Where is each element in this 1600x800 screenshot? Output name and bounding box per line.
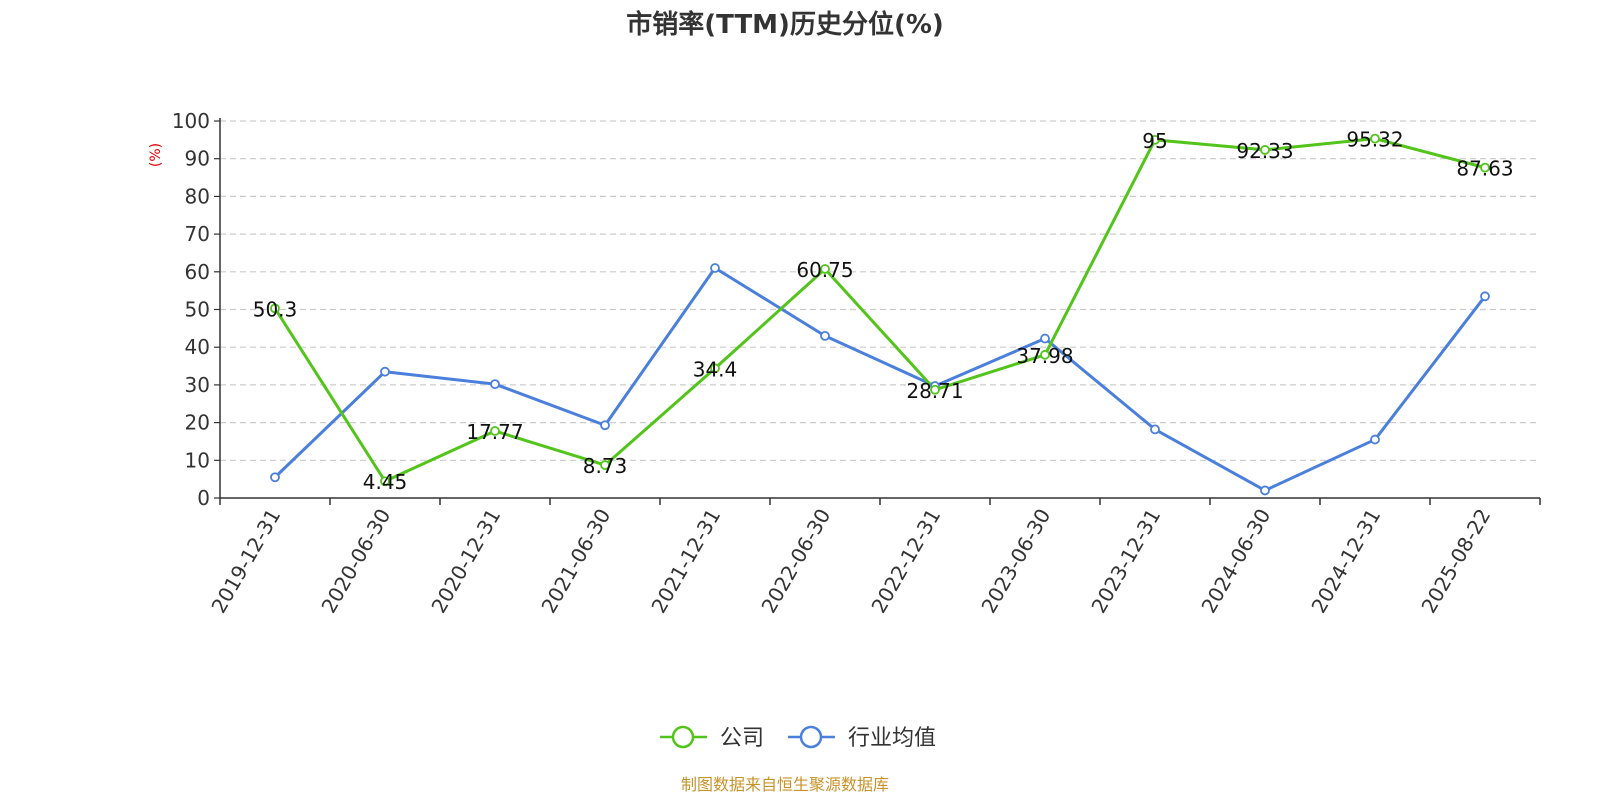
x-tick-label: 2021-12-31 — [646, 505, 725, 618]
data-point[interactable] — [1260, 485, 1270, 496]
x-axis-ticks: 2019-12-31 2020-06-30 2020-12-31 2021-06-30… — [206, 498, 1541, 618]
data-label: 95 — [1142, 129, 1167, 153]
y-tick-label: 20 — [185, 411, 210, 435]
y-tick-label: 30 — [185, 373, 210, 397]
data-point[interactable] — [600, 420, 610, 431]
grid-lines — [220, 120, 1540, 461]
legend-industry-label: 行业均值 — [848, 726, 936, 751]
x-tick-label: 2020-06-30 — [316, 505, 395, 618]
data-label: 28.71 — [906, 379, 963, 403]
data-point[interactable] — [1260, 145, 1270, 155]
data-label: 60.75 — [796, 258, 853, 282]
data-label: 17.77 — [466, 420, 523, 444]
data-label: 95.32 — [1346, 128, 1403, 152]
data-point[interactable] — [1370, 434, 1380, 445]
x-tick-label: 2022-12-31 — [866, 505, 945, 618]
x-tick-label: 2024-06-30 — [1196, 505, 1275, 618]
x-tick-label: 2025-08-22 — [1416, 505, 1495, 618]
data-label: 34.4 — [693, 357, 738, 381]
data-label: 87.63 — [1456, 157, 1513, 181]
legend-company-label: 公司 — [720, 726, 764, 751]
y-tick-label: 40 — [185, 335, 210, 359]
series-lines — [270, 133, 1490, 496]
y-tick-label: 10 — [185, 448, 210, 472]
data-point[interactable] — [270, 303, 280, 314]
x-tick-label: 2023-12-31 — [1086, 505, 1165, 618]
y-tick-label: 50 — [185, 298, 210, 322]
y-tick-label: 100 — [172, 109, 210, 133]
data-point[interactable] — [1150, 134, 1160, 145]
legend-company-marker — [671, 725, 695, 749]
source-note: 制图数据来自恒生聚源数据库 — [681, 775, 889, 794]
y-tick-label: 60 — [185, 260, 210, 284]
data-point[interactable] — [1480, 291, 1490, 302]
x-tick-label: 2022-06-30 — [756, 505, 835, 618]
data-label: 4.45 — [363, 470, 408, 494]
series-line-1 — [273, 266, 1487, 492]
legend-item-company[interactable]: 公司 — [660, 725, 764, 751]
y-tick-label: 90 — [185, 147, 210, 171]
data-label: 50.3 — [253, 297, 298, 321]
y-tick-label: 0 — [197, 486, 210, 510]
y-axis-label: (%) — [148, 143, 164, 167]
data-point[interactable] — [270, 472, 280, 483]
data-point[interactable] — [490, 379, 500, 390]
data-point[interactable] — [380, 366, 390, 377]
data-point[interactable] — [1150, 424, 1160, 435]
data-point[interactable] — [1370, 133, 1380, 144]
data-labels: 50.3 4.45 17.77 8.73 34.4 60.75 28.71 37.98 95 92… — [253, 128, 1514, 495]
data-point[interactable] — [930, 384, 940, 395]
data-point[interactable] — [1040, 349, 1050, 360]
data-point[interactable] — [710, 363, 720, 374]
legend[interactable]: 公司 行业均值 — [660, 725, 936, 751]
data-point[interactable] — [1040, 333, 1050, 344]
series-line-0 — [273, 137, 1486, 483]
x-tick-label: 2023-06-30 — [976, 505, 1055, 618]
data-point[interactable] — [820, 330, 830, 341]
x-axis — [219, 118, 1540, 499]
data-point[interactable] — [490, 426, 500, 436]
data-point[interactable] — [820, 264, 830, 274]
legend-item-industry-avg[interactable]: 行业均值 — [788, 725, 936, 751]
y-axis-ticks: 0 10 20 30 40 50 60 70 80 90 100 — [172, 109, 220, 510]
x-tick-label: 2021-06-30 — [536, 505, 615, 618]
x-tick-label: 2019-12-31 — [206, 505, 285, 618]
chart-title: 市销率(TTM)历史分位(%) — [626, 9, 944, 40]
data-label: 8.73 — [583, 454, 628, 478]
data-label: 37.98 — [1016, 344, 1073, 368]
x-tick-label: 2024-12-31 — [1306, 505, 1385, 618]
data-point[interactable] — [1480, 162, 1490, 173]
legend-industry-marker — [799, 725, 823, 749]
x-tick-label: 2020-12-31 — [426, 505, 505, 618]
data-point[interactable] — [600, 460, 610, 470]
y-tick-label: 80 — [185, 184, 210, 208]
y-tick-label: 70 — [185, 222, 210, 246]
data-point[interactable] — [380, 476, 390, 487]
data-label: 92.33 — [1236, 139, 1293, 163]
data-point[interactable] — [710, 263, 720, 273]
